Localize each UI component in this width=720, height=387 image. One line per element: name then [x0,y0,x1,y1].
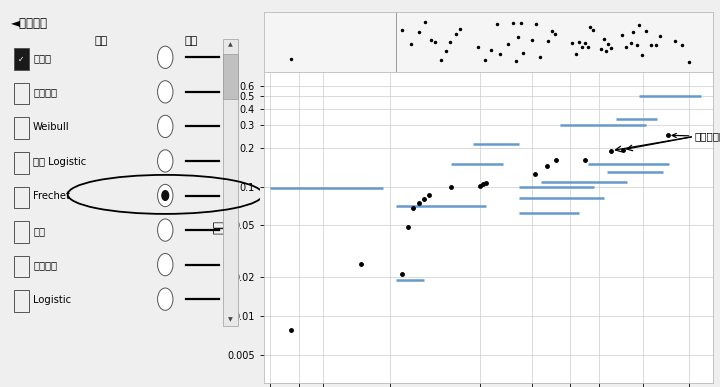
Bar [14,83,29,104]
Circle shape [162,191,168,200]
Bar [14,290,29,312]
Text: ▲: ▲ [228,43,233,48]
Circle shape [158,150,173,172]
Bar [223,39,238,325]
Y-axis label: 概率: 概率 [212,220,225,235]
Circle shape [158,81,173,103]
Circle shape [158,115,173,137]
Bar [14,118,29,139]
Text: 尺度: 尺度 [184,36,197,46]
Text: ✓: ✓ [18,55,24,64]
Circle shape [158,46,173,68]
Bar [14,256,29,277]
Bar [14,48,29,70]
Text: Weibull: Weibull [33,122,70,132]
Bar [14,152,29,174]
Text: 非参数: 非参数 [33,53,51,63]
Bar [14,221,29,243]
Text: ◄比较分布: ◄比较分布 [12,17,48,30]
Bar [14,187,29,208]
Circle shape [158,288,173,310]
Text: 非参数估计値: 非参数估计値 [672,132,720,141]
Text: 对数正态: 对数正态 [33,87,57,98]
Circle shape [158,253,173,276]
Circle shape [158,219,173,241]
Text: Logistic: Logistic [33,295,71,305]
Text: 分布: 分布 [94,36,108,46]
Text: 最小极値: 最小极値 [33,260,57,271]
Text: Frechet: Frechet [33,191,70,201]
Text: ▼: ▼ [228,317,233,322]
Bar [223,54,238,99]
Circle shape [158,184,173,207]
Text: 对数 Logistic: 对数 Logistic [33,157,86,167]
Text: 正态: 正态 [33,226,45,236]
